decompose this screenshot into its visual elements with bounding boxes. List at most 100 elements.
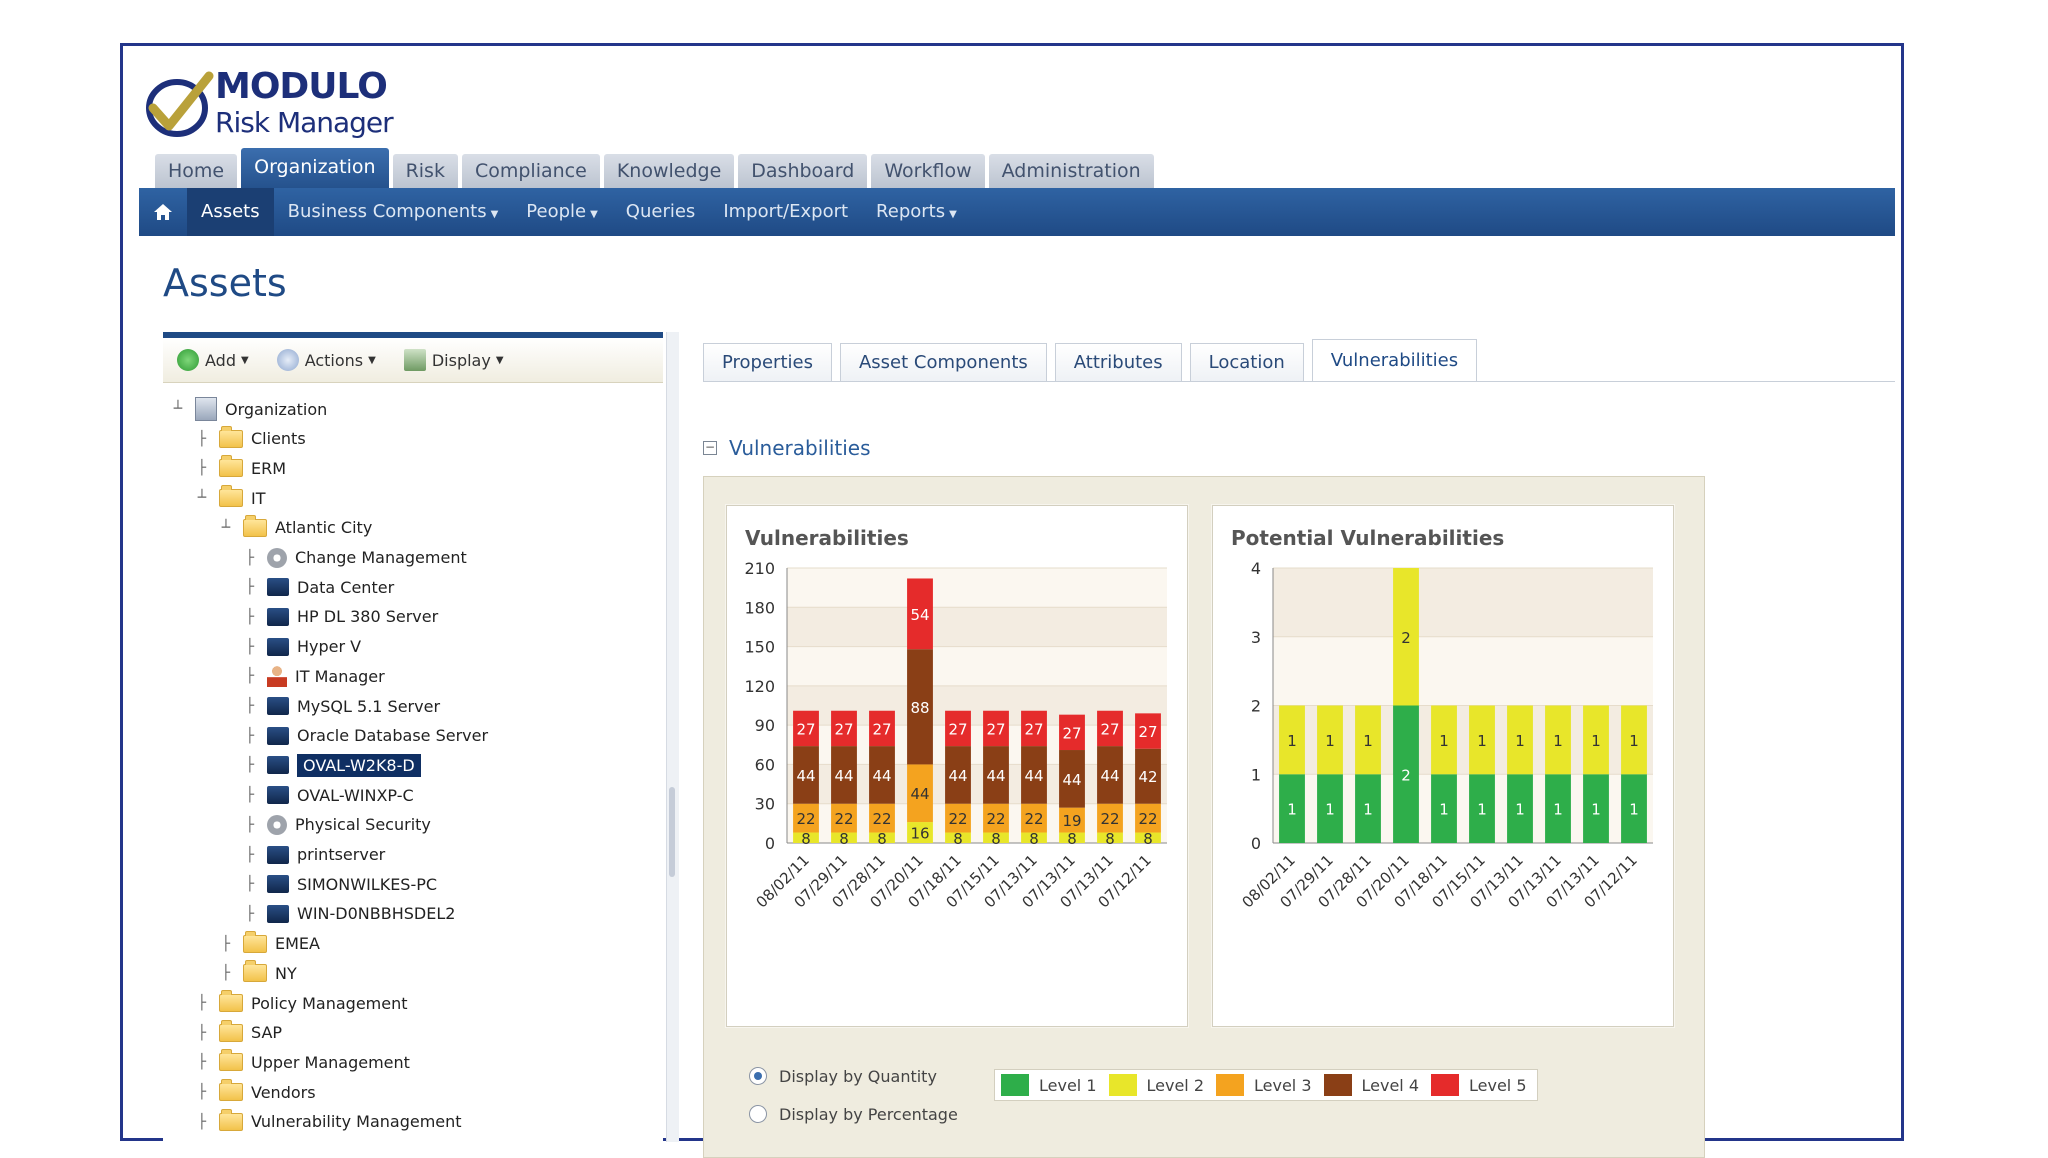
server-icon — [267, 637, 289, 656]
expand-node-icon[interactable]: ├ — [245, 638, 255, 655]
actions-button[interactable]: Actions ▼ — [276, 349, 376, 371]
tree-node[interactable]: ├ Physical Security — [243, 811, 431, 839]
tree-node[interactable]: ├ HP DL 380 Server — [243, 603, 438, 631]
tab-properties[interactable]: Properties — [703, 343, 832, 382]
y-tick-label: 210 — [744, 559, 775, 578]
splitter-grip-icon[interactable] — [669, 787, 675, 877]
tree-node[interactable]: ┴ Organization — [171, 395, 327, 423]
tree-node[interactable]: ├ Upper Management — [195, 1048, 410, 1076]
subnav-queries[interactable]: Queries — [612, 188, 710, 236]
expand-node-icon[interactable]: ├ — [245, 905, 255, 922]
charts-container: 0 30 60 90 120 150 180 210 8 22 44 27 08/02/11 8 22 44 2… — [703, 476, 1705, 1158]
main-tab-workflow[interactable]: Workflow — [871, 154, 985, 188]
tab-vulnerabilities[interactable]: Vulnerabilities — [1311, 339, 1478, 382]
tree-node[interactable]: ┴ Atlantic City — [219, 514, 372, 542]
bar-data-label: 44 — [948, 767, 967, 785]
expand-node-icon[interactable]: ├ — [197, 1024, 207, 1041]
main-tab-administration[interactable]: Administration — [988, 154, 1154, 188]
tree-node[interactable]: ├ Data Center — [243, 573, 394, 601]
tree-node[interactable]: ├ ERM — [195, 454, 286, 482]
tree-node[interactable]: ├ MySQL 5.1 Server — [243, 692, 440, 720]
collapse-icon[interactable]: − — [703, 440, 717, 455]
main-tab-risk[interactable]: Risk — [392, 154, 458, 188]
display-by-percentage-radio[interactable] — [749, 1105, 767, 1123]
main-nav: Home Organization Risk Compliance Knowle… — [155, 148, 1158, 188]
expand-node-icon[interactable]: ├ — [197, 1113, 207, 1130]
expand-node-icon[interactable]: ├ — [245, 757, 255, 774]
tree-node[interactable]: ├ Change Management — [243, 544, 467, 572]
expand-node-icon[interactable]: ├ — [245, 846, 255, 863]
collapse-node-icon[interactable]: ┴ — [221, 519, 231, 536]
expand-node-icon[interactable]: ├ — [245, 549, 255, 566]
tree-node[interactable]: ├ Clients — [195, 425, 306, 453]
main-tab-home[interactable]: Home — [155, 154, 238, 188]
main-tab-dashboard[interactable]: Dashboard — [738, 154, 868, 188]
expand-node-icon[interactable]: ├ — [245, 698, 255, 714]
display-by-quantity-option[interactable]: Display by Quantity — [749, 1057, 958, 1095]
display-button[interactable]: Display ▼ — [403, 349, 504, 371]
subnav-business-components[interactable]: Business Components ▼ — [274, 188, 513, 236]
subnav-assets[interactable]: Assets — [187, 188, 274, 236]
sub-nav: Assets Business Components ▼ People ▼ Quer… — [139, 188, 1895, 236]
expand-node-icon[interactable]: ├ — [245, 876, 255, 893]
tab-asset-components[interactable]: Asset Components — [839, 343, 1047, 382]
tree-node[interactable]: ├ Vulnerability Management — [195, 1108, 462, 1136]
subnav-people[interactable]: People ▼ — [512, 188, 612, 236]
tree-node[interactable]: ├ Hyper V — [243, 633, 361, 661]
collapse-node-icon[interactable]: ┴ — [173, 401, 183, 417]
subnav-import-export[interactable]: Import/Export — [709, 188, 862, 236]
bar-data-label: 1 — [1591, 801, 1601, 819]
display-by-quantity-radio[interactable] — [749, 1067, 767, 1085]
expand-node-icon[interactable]: ├ — [197, 430, 207, 447]
expand-node-icon[interactable]: ├ — [197, 1084, 207, 1101]
expand-node-icon[interactable]: ├ — [221, 965, 231, 982]
bar-data-label: 44 — [986, 767, 1005, 785]
tree-node[interactable]: ├ WIN-D0NBBHSDEL2 — [243, 900, 456, 928]
tree-node-label: IT Manager — [295, 666, 385, 686]
expand-node-icon[interactable]: ├ — [197, 460, 207, 477]
tree-node[interactable]: ├ EMEA — [219, 930, 320, 958]
main-tab-knowledge[interactable]: Knowledge — [603, 154, 735, 188]
tree-node-label: OVAL-WINXP-C — [297, 785, 414, 805]
display-by-percentage-option[interactable]: Display by Percentage — [749, 1095, 958, 1133]
legend-label-level-4: Level 4 — [1361, 1075, 1420, 1095]
bar-data-label: 22 — [986, 810, 1005, 828]
expand-node-icon[interactable]: ├ — [197, 995, 207, 1011]
panel-splitter[interactable] — [666, 332, 679, 1142]
home-icon[interactable] — [139, 188, 187, 236]
expand-node-icon[interactable]: ├ — [245, 787, 255, 804]
bar-segment — [1021, 710, 1047, 747]
bar-segment — [1097, 746, 1123, 804]
tree-node[interactable]: ├ SAP — [195, 1019, 282, 1047]
expand-node-icon[interactable]: ├ — [245, 816, 255, 833]
subnav-reports[interactable]: Reports ▼ — [862, 188, 971, 236]
collapse-node-icon[interactable]: ┴ — [197, 490, 207, 507]
tabs-divider — [703, 381, 1895, 382]
main-tab-organization[interactable]: Organization — [241, 148, 389, 188]
expand-node-icon[interactable]: ├ — [197, 1054, 207, 1071]
tree-node[interactable]: ├ Policy Management — [195, 989, 408, 1017]
tree-node[interactable]: ┴ IT — [195, 484, 266, 512]
tab-attributes[interactable]: Attributes — [1054, 343, 1182, 382]
add-button[interactable]: Add ▼ — [177, 349, 249, 371]
bar-segment — [793, 832, 819, 843]
tree-node[interactable]: ├ OVAL-W2K8-D — [243, 751, 421, 779]
tree-node[interactable]: ├ Vendors — [195, 1078, 316, 1106]
tree-node[interactable]: ├ OVAL-WINXP-C — [243, 781, 414, 809]
expand-node-icon[interactable]: ├ — [221, 935, 231, 952]
tree-node[interactable]: ├ printserver — [243, 841, 385, 869]
expand-node-icon[interactable]: ├ — [245, 727, 255, 744]
tree-node[interactable]: ├ Oracle Database Server — [243, 722, 488, 750]
tree-node[interactable]: ├ IT Manager — [243, 662, 385, 690]
main-tab-compliance[interactable]: Compliance — [461, 154, 600, 188]
expand-node-icon[interactable]: ├ — [245, 668, 255, 685]
expand-node-icon[interactable]: ├ — [245, 579, 255, 596]
expand-node-icon[interactable]: ├ — [245, 608, 255, 625]
tree-node[interactable]: ├ SIMONWILKES-PC — [243, 870, 437, 898]
section-header[interactable]: − Vulnerabilities — [703, 436, 871, 460]
tree-node[interactable]: ├ NY — [219, 959, 297, 987]
bar-segment — [1545, 774, 1571, 843]
tab-location[interactable]: Location — [1189, 343, 1304, 382]
bar-segment — [1135, 803, 1161, 833]
y-tick-label: 1 — [1251, 765, 1261, 784]
